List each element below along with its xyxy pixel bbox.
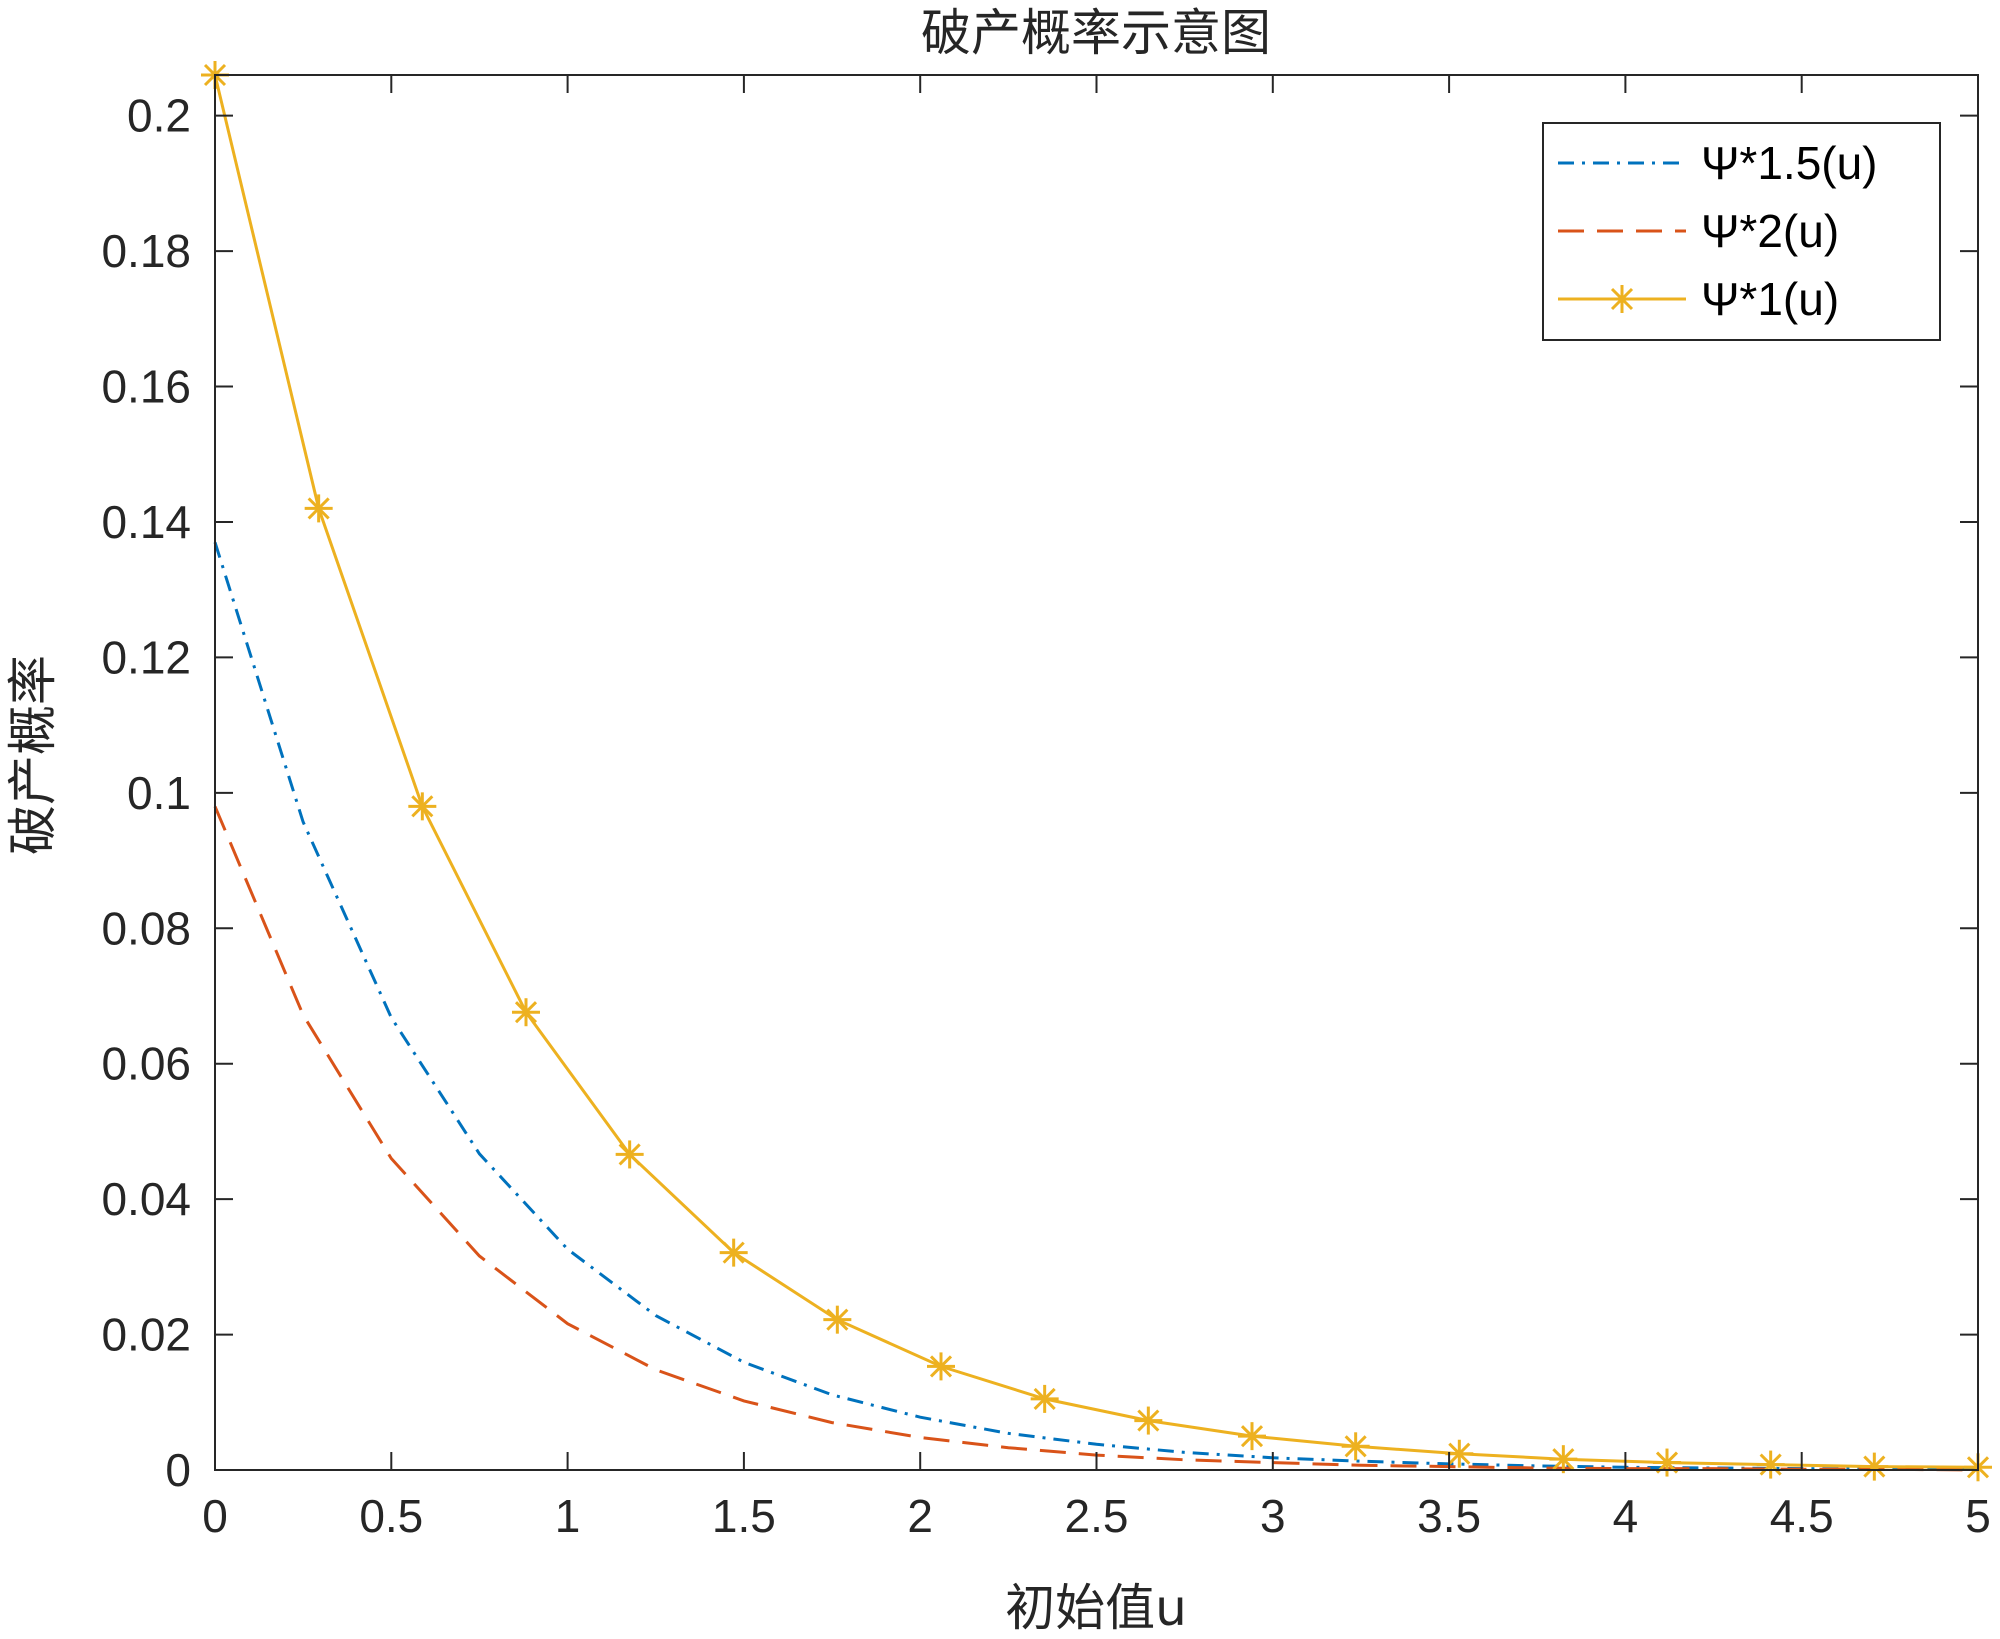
chart-title: 破产概率示意图 [921, 4, 1271, 62]
y-axis-label: 破产概率 [4, 655, 62, 855]
axes: 0 0.5 1 1.5 2 2.5 3 3.5 4 4.5 5 0 0.02 0.04 0.06 0.08 0.… [101, 74, 1991, 1542]
legend-entry-label: Ψ*1.5(u) [1701, 137, 1878, 189]
data-point-marker [1860, 1452, 1889, 1481]
y-tick-label: 0.06 [101, 1038, 191, 1090]
data-point-marker [615, 1140, 644, 1169]
legend-entry-label: Ψ*2(u) [1701, 205, 1839, 257]
series-line-0 [213, 541, 1978, 1471]
data-point-marker [927, 1352, 956, 1381]
y-tick-label: 0.02 [101, 1309, 191, 1361]
x-tick-label: 0 [202, 1490, 228, 1542]
data-point-marker [1756, 1450, 1785, 1479]
data-point-marker [304, 494, 333, 523]
legend-marker [1608, 285, 1636, 313]
legend: Ψ*1.5(u) Ψ*2(u) Ψ*1(u) [1542, 122, 1941, 341]
x-tick-label: 1 [555, 1490, 581, 1542]
x-axis-label: 初始值u [1005, 1579, 1187, 1637]
data-point-marker [1030, 1384, 1059, 1413]
legend-entry-label: Ψ*1(u) [1701, 273, 1839, 325]
y-tick-label: 0.18 [101, 225, 191, 277]
data-point-marker [1549, 1445, 1578, 1474]
y-tick-label: 0.04 [101, 1173, 191, 1225]
x-tick-label: 2 [907, 1490, 933, 1542]
y-tick-label: 0.08 [101, 902, 191, 954]
series-line-2 [213, 74, 1979, 1469]
data-point-marker [1341, 1432, 1370, 1461]
data-point-marker [719, 1238, 748, 1267]
data-point-marker [1237, 1422, 1266, 1451]
data-point-marker [1134, 1406, 1163, 1435]
y-tick-label: 0 [165, 1444, 191, 1496]
x-tick-label: 4.5 [1770, 1490, 1834, 1542]
y-tick-label: 0.14 [101, 496, 191, 548]
y-tick-label: 0.1 [127, 767, 191, 819]
series-line-1 [213, 805, 1979, 1472]
y-tick-label: 0.12 [101, 631, 191, 683]
x-tick-label: 1.5 [712, 1490, 776, 1542]
data-point-marker [511, 998, 540, 1027]
x-tick-label: 0.5 [359, 1490, 423, 1542]
data-point-marker [408, 792, 437, 821]
x-tick-label: 2.5 [1065, 1490, 1129, 1542]
x-tick-label: 4 [1613, 1490, 1639, 1542]
y-tick-label: 0.2 [127, 90, 191, 142]
data-point-marker [1653, 1448, 1682, 1477]
x-tick-label: 3.5 [1417, 1490, 1481, 1542]
x-tick-label: 3 [1260, 1490, 1286, 1542]
data-point-marker [823, 1305, 852, 1334]
y-tick-label: 0.16 [101, 361, 191, 413]
x-tick-label: 5 [1965, 1490, 1991, 1542]
